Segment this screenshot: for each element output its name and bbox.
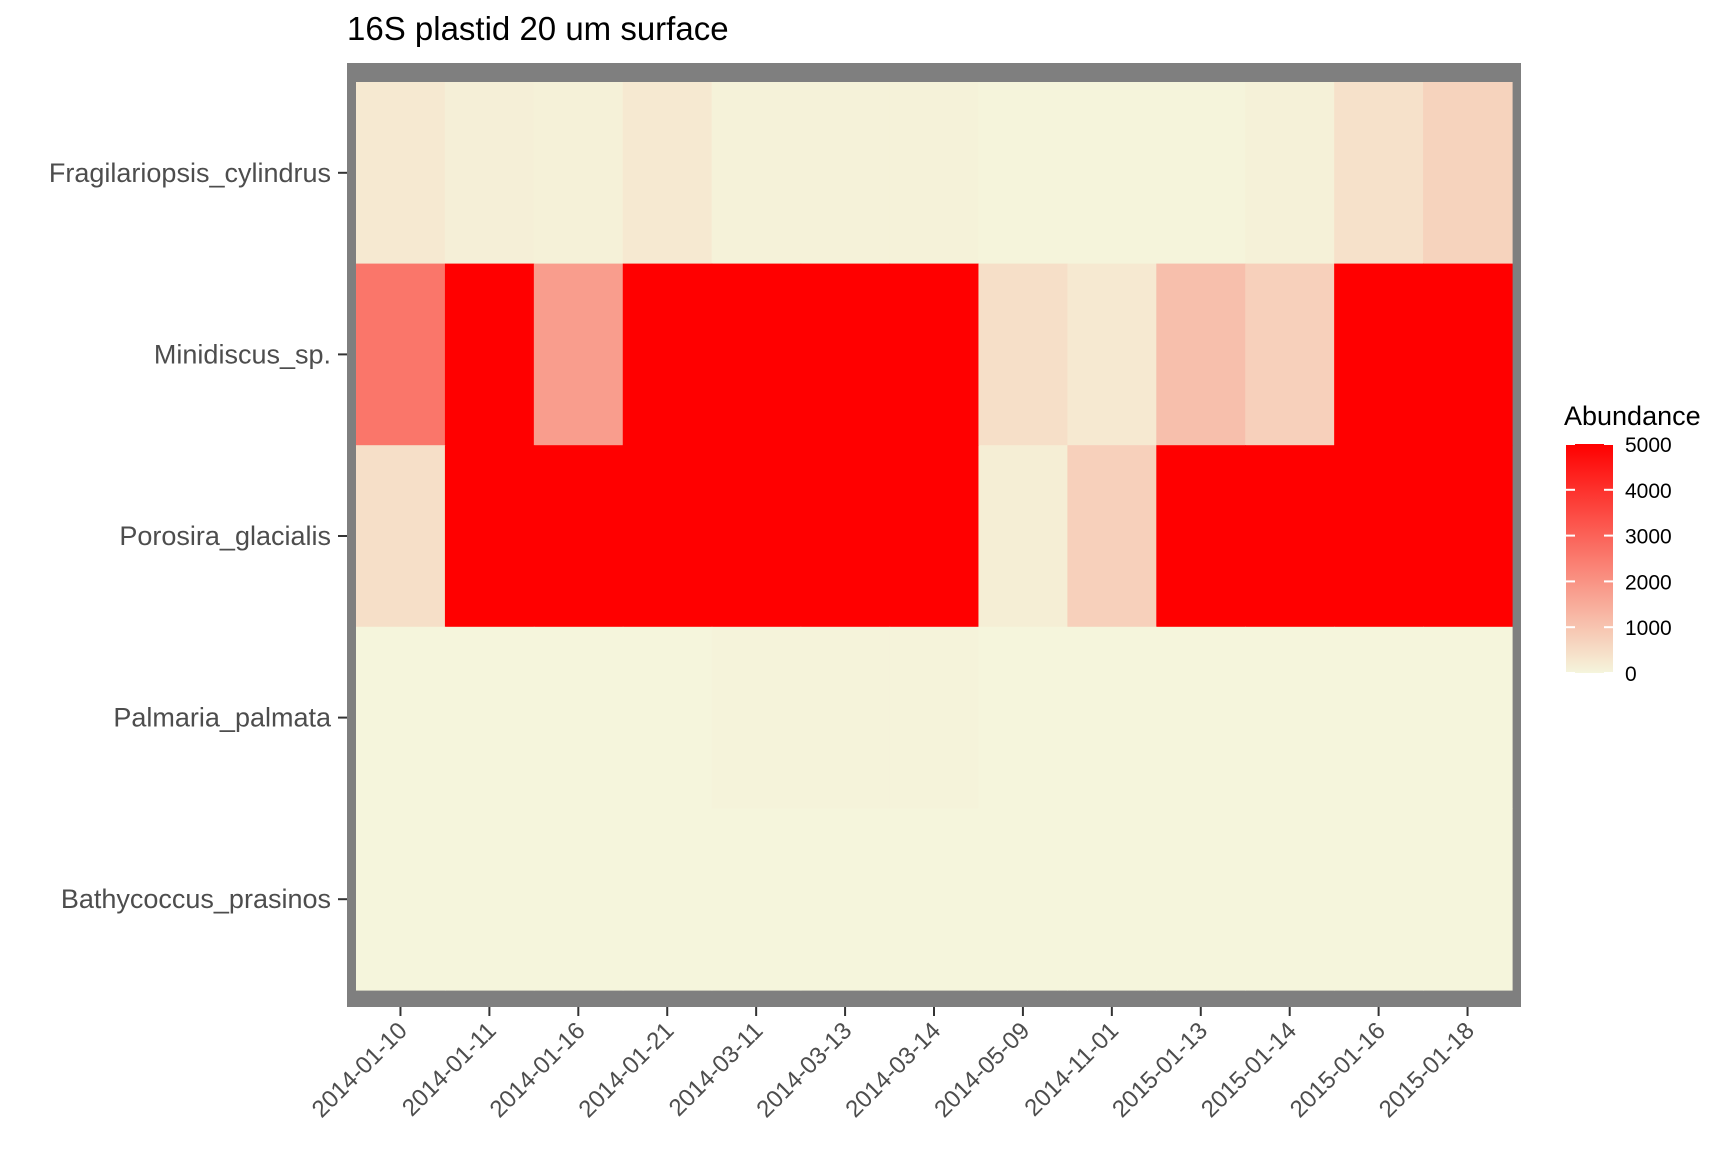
heatmap-cells: [356, 82, 1513, 991]
heatmap-cell: [356, 445, 446, 628]
heatmap-cell: [1156, 263, 1246, 446]
heatmap-cell: [444, 263, 535, 446]
heatmap-cell: [711, 445, 802, 628]
heatmap-cell: [1067, 82, 1157, 265]
y-axis: Fragilariopsis_cylindrus Minidiscus_sp. Po…: [49, 158, 347, 914]
heatmap-cell: [622, 263, 713, 446]
chart-title: 16S plastid 20 um surface: [347, 10, 729, 47]
y-tick-label: Minidiscus_sp.: [154, 339, 331, 369]
heatmap-cell: [356, 82, 446, 265]
heatmap-cell: [1334, 626, 1424, 809]
legend-ticks: 0 1000 2000 3000 4000 5000: [1566, 434, 1672, 686]
heatmap-cell: [889, 263, 980, 446]
heatmap-cell: [1156, 808, 1246, 991]
heatmap-cell: [1245, 263, 1335, 446]
x-tick-label: 2015-01-13: [1107, 1017, 1213, 1123]
heatmap-cell: [978, 808, 1068, 991]
heatmap-cell: [1245, 445, 1335, 628]
x-tick-label: 2014-01-16: [485, 1017, 591, 1123]
heatmap-cell: [978, 82, 1068, 265]
heatmap-cell: [978, 445, 1068, 628]
heatmap-cell: [533, 445, 624, 628]
heatmap-cell: [1423, 808, 1513, 991]
heatmap-cell: [622, 808, 713, 991]
legend-colorbar: [1566, 444, 1613, 673]
heatmap-cell: [533, 82, 624, 265]
heatmap-cell: [800, 445, 891, 628]
heatmap-cell: [1245, 626, 1335, 809]
heatmap-cell: [711, 82, 802, 265]
heatmap-cell: [1245, 82, 1335, 265]
heatmap-cell: [1156, 445, 1246, 628]
heatmap-cell: [1423, 626, 1513, 809]
heatmap-cell: [622, 445, 713, 628]
legend-tick-label: 3000: [1625, 526, 1672, 549]
x-tick-label: 2014-05-09: [929, 1017, 1035, 1123]
x-tick-label: 2015-01-14: [1196, 1017, 1302, 1123]
heatmap-cell: [800, 808, 891, 991]
heatmap-cell: [711, 263, 802, 446]
heatmap-cell: [1067, 808, 1157, 991]
heatmap-cell: [889, 626, 980, 809]
x-tick-label: 2014-03-13: [751, 1017, 857, 1123]
heatmap-cell: [889, 445, 980, 628]
heatmap-cell: [1423, 445, 1513, 628]
heatmap-cell: [889, 82, 980, 265]
heatmap-cell: [1423, 82, 1513, 265]
heatmap-cell: [1334, 263, 1424, 446]
x-tick-label: 2015-01-16: [1285, 1017, 1391, 1123]
heatmap-cell: [356, 263, 446, 446]
heatmap-cell: [1334, 82, 1424, 265]
heatmap-cell: [1423, 263, 1513, 446]
heatmap-cell: [1334, 808, 1424, 991]
x-tick-label: 2015-01-18: [1374, 1017, 1480, 1123]
heatmap-cell: [444, 82, 535, 265]
heatmap-cell: [889, 808, 980, 991]
legend-tick-label: 2000: [1625, 571, 1672, 594]
legend-tick-label: 4000: [1625, 480, 1672, 503]
heatmap-cell: [1156, 626, 1246, 809]
heatmap-cell: [1156, 82, 1246, 265]
legend: Abundance 0 1000 2000 3000 4000 5000: [1564, 401, 1701, 686]
y-tick-label: Fragilariopsis_cylindrus: [49, 158, 331, 188]
legend-tick-label: 1000: [1625, 617, 1672, 640]
heatmap-cell: [978, 626, 1068, 809]
heatmap-cell: [444, 808, 535, 991]
heatmap-cell: [1334, 445, 1424, 628]
heatmap-cell: [1245, 808, 1335, 991]
heatmap-cell: [622, 82, 713, 265]
x-tick-label: 2014-01-21: [574, 1017, 680, 1123]
heatmap-cell: [800, 263, 891, 446]
x-axis: 2014-01-102014-01-112014-01-162014-01-21…: [307, 1007, 1480, 1123]
heatmap-cell: [444, 626, 535, 809]
heatmap-cell: [711, 626, 802, 809]
legend-title: Abundance: [1564, 401, 1701, 431]
heatmap-cell: [444, 445, 535, 628]
legend-tick-label: 5000: [1625, 434, 1672, 457]
heatmap-cell: [1067, 445, 1157, 628]
heatmap-cell: [1067, 626, 1157, 809]
y-tick-label: Bathycoccus_prasinos: [61, 884, 331, 914]
heatmap-cell: [533, 263, 624, 446]
y-tick-label: Porosira_glacialis: [119, 521, 331, 551]
heatmap-cell: [800, 626, 891, 809]
heatmap-cell: [711, 808, 802, 991]
heatmap-cell: [1067, 263, 1157, 446]
heatmap-cell: [622, 626, 713, 809]
heatmap-cell: [533, 626, 624, 809]
x-tick-label: 2014-01-10: [307, 1017, 413, 1123]
y-tick-label: Palmaria_palmata: [113, 703, 332, 733]
heatmap-cell: [800, 82, 891, 265]
x-tick-label: 2014-03-14: [840, 1017, 946, 1123]
heatmap-cell: [356, 626, 446, 809]
heatmap-cell: [978, 263, 1068, 446]
legend-tick-label: 0: [1625, 663, 1637, 686]
heatmap-cell: [533, 808, 624, 991]
heatmap-cell: [356, 808, 446, 991]
